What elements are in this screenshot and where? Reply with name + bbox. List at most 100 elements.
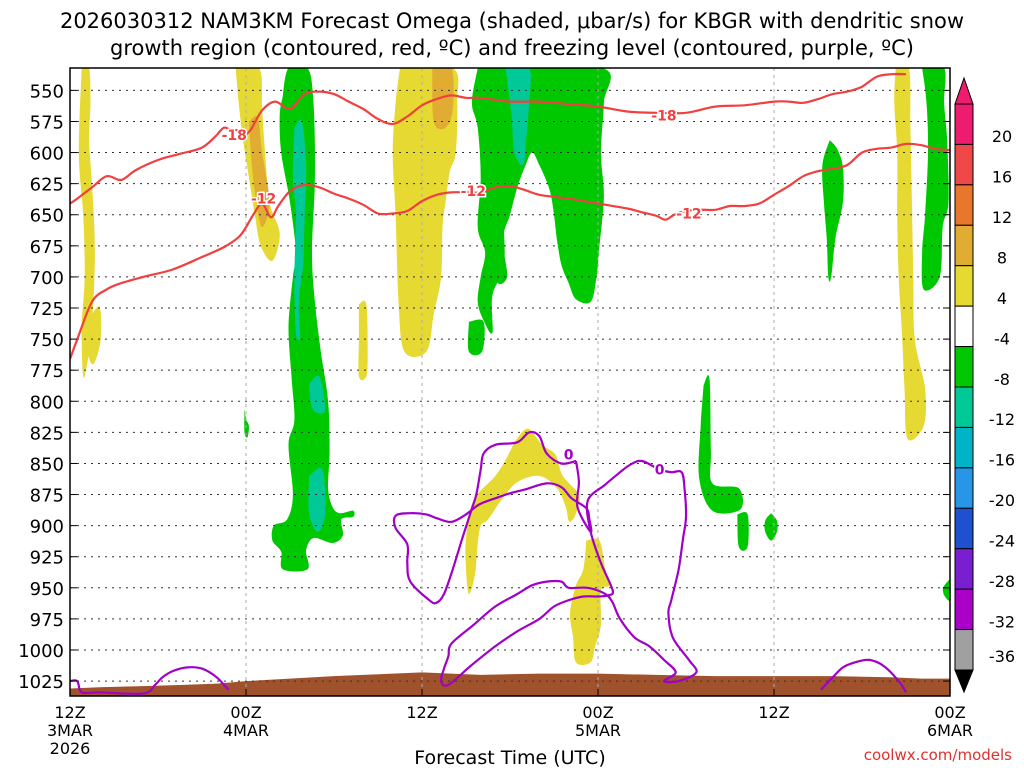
contour-label-0: -18 — [222, 128, 247, 144]
contours — [70, 72, 950, 695]
colorbar-label-12: -32 — [989, 612, 1015, 631]
omega-shade-region-19 — [737, 512, 749, 551]
omega-shade-region-6 — [309, 375, 326, 414]
colorbar-swatch-0 — [954, 103, 974, 145]
contour-label-5: 0 — [564, 448, 574, 464]
chart-title-line-2: growth region (contoured, red, ºC) and f… — [110, 36, 914, 60]
colorbar-label-9: -20 — [989, 491, 1015, 510]
y-tick-label-800: 800 — [30, 392, 64, 413]
colorbar-swatch-7 — [954, 386, 974, 428]
colorbar-swatch-9 — [954, 467, 974, 509]
y-tick-label-900: 900 — [30, 517, 64, 538]
y-tick-label-700: 700 — [30, 268, 64, 289]
x-tick-label-36: 00Z — [582, 703, 613, 722]
omega-shade-region-0 — [78, 68, 95, 378]
contour-line-0 — [215, 72, 907, 137]
omega-shading — [78, 68, 950, 666]
omega-shade-region-16 — [465, 428, 580, 595]
x-axis-label: Forecast Time (UTC) — [414, 747, 605, 768]
y-tick-label-600: 600 — [30, 144, 64, 165]
y-tick-label-925: 925 — [30, 548, 64, 569]
contour-label-3: -18 — [651, 108, 676, 124]
terrain — [70, 672, 950, 696]
omega-shade-region-11 — [432, 68, 454, 130]
y-axis: 550 575 600 625 650 675 700 725 750 775 800 825 850 8… — [18, 81, 950, 693]
omega-shade-region-10 — [392, 68, 459, 357]
x-tick-label-0: 12Z — [54, 703, 85, 722]
contour-label-6: 0 — [655, 463, 665, 479]
colorbar-swatch-13 — [954, 629, 974, 671]
y-tick-label-675: 675 — [30, 237, 64, 258]
y-tick-label-1000: 1000 — [18, 641, 64, 662]
colorbar-swatch-6 — [954, 346, 974, 388]
colorbar-label-6: -8 — [994, 370, 1010, 389]
contour-line-2 — [70, 142, 950, 360]
colorbar-label-3: 8 — [997, 249, 1007, 268]
colorbar-label-10: -24 — [989, 532, 1015, 551]
contour-line-6 — [820, 658, 907, 693]
colorbar-swatch-10 — [954, 507, 974, 550]
credit-text: coolwx.com/models — [864, 746, 1012, 764]
y-tick-label-725: 725 — [30, 299, 64, 320]
omega-shade-region-9 — [358, 300, 368, 381]
y-tick-label-775: 775 — [30, 361, 64, 382]
colorbar-swatch-5 — [954, 305, 974, 348]
colorbar: 20 16 12 8 4 -4 -8 -12 -16 -20 -24 -28 -32 -36 — [954, 76, 1015, 694]
colorbar-label-1: 16 — [992, 168, 1012, 187]
omega-shade-region-17 — [570, 538, 610, 666]
x-tick-date-0: 3MAR — [47, 721, 93, 740]
colorbar-swatch-4 — [954, 265, 974, 307]
colorbar-label-7: -12 — [989, 410, 1015, 429]
y-tick-label-625: 625 — [30, 175, 64, 196]
colorbar-bottom-arrow — [954, 669, 974, 694]
contour-labels: -18 -12 -12 -18 -12 0 0 — [220, 107, 703, 480]
colorbar-label-2: 12 — [992, 208, 1012, 227]
contour-label-4: -12 — [676, 206, 701, 222]
omega-shade-region-22 — [894, 68, 927, 441]
contour-label-2: -12 — [461, 184, 486, 200]
colorbar-swatch-12 — [954, 588, 974, 631]
colorbar-swatch-11 — [954, 548, 974, 590]
omega-shade-region-23 — [921, 68, 949, 291]
x-tick-label-24: 12Z — [406, 703, 437, 722]
terrain-fill — [70, 672, 950, 696]
x-tick-date-36: 5MAR — [575, 721, 621, 740]
omega-shade-region-24 — [942, 579, 950, 601]
omega-shade-region-3 — [248, 116, 270, 228]
colorbar-label-0: 20 — [992, 127, 1012, 146]
plot-frame — [69, 67, 951, 697]
omega-shade-region-15 — [467, 319, 485, 356]
y-tick-label-550: 550 — [30, 81, 64, 102]
x-tick-label-48: 12Z — [758, 703, 789, 722]
omega-shade-region-8 — [244, 408, 249, 438]
chart-title-line-1: 2026030312 NAM3KM Forecast Omega (shaded… — [60, 9, 964, 33]
omega-shade-region-4 — [271, 68, 355, 572]
colorbar-label-13: -36 — [989, 647, 1015, 666]
colorbar-label-5: -4 — [994, 329, 1010, 348]
contour-line-4 — [439, 459, 698, 687]
omega-shade-region-1 — [87, 306, 102, 365]
y-tick-label-875: 875 — [30, 486, 64, 507]
colorbar-top-arrow — [954, 76, 974, 105]
omega-shade-region-14 — [505, 68, 531, 166]
colorbar-swatch-8 — [954, 426, 974, 469]
x-tick-date-60: 6MAR — [927, 721, 973, 740]
contour-line-3 — [392, 430, 593, 605]
plot-border — [69, 67, 951, 697]
y-tick-label-825: 825 — [30, 423, 64, 444]
x-tick-date-12: 4MAR — [223, 721, 269, 740]
colorbar-swatch-3 — [954, 224, 974, 267]
x-tick-year-0: 2026 — [50, 739, 91, 758]
omega-shade-region-18 — [698, 375, 744, 514]
colorbar-swatch-1 — [954, 143, 974, 186]
y-tick-label-650: 650 — [30, 206, 64, 227]
contour-label-1: -12 — [251, 192, 276, 208]
x-tick-label-60: 00Z — [934, 703, 965, 722]
colorbar-label-11: -28 — [989, 572, 1015, 591]
contour-line-1 — [70, 134, 218, 205]
y-tick-label-1025: 1025 — [18, 672, 64, 693]
y-tick-label-975: 975 — [30, 610, 64, 631]
